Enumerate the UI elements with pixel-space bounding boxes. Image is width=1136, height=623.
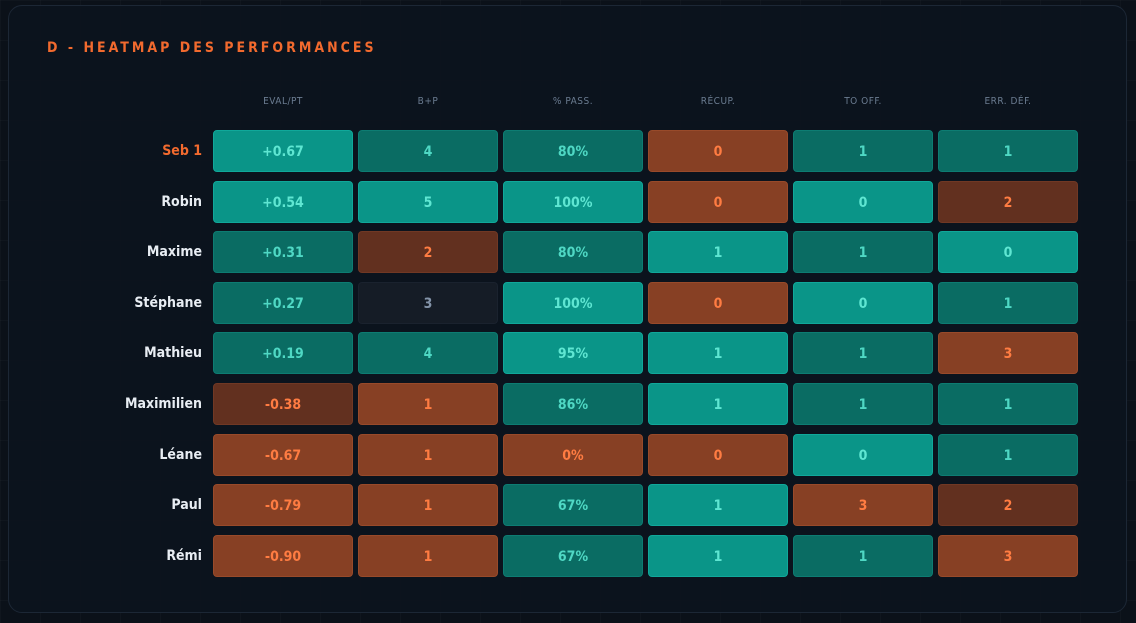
- heatmap-cell-maxime-pass: 80%: [503, 231, 643, 273]
- column-header-b-p: B+P: [417, 96, 439, 107]
- heatmap-cell-robin-b-p: 5: [358, 181, 498, 223]
- row-label-stephane: Stéphane: [134, 295, 202, 311]
- heatmap-cell-leane-recup: 0: [648, 434, 788, 476]
- row-label-maxime: Maxime: [146, 244, 202, 260]
- heatmap-cell-maximilien-b-p: 1: [358, 383, 498, 425]
- panel-title: D - HEATMAP DES PERFORMANCES: [47, 40, 377, 56]
- heatmap-cell-robin-pass: 100%: [503, 181, 643, 223]
- heatmap-cell-stephane-err-def: 1: [938, 282, 1078, 324]
- row-label-robin: Robin: [161, 194, 202, 210]
- heatmap-cell-remi-to-off: 1: [793, 535, 933, 577]
- heatmap-cell-leane-eval-pt: -0.67: [213, 434, 353, 476]
- heatmap-cell-stephane-pass: 100%: [503, 282, 643, 324]
- heatmap-cell-seb-1-pass: 80%: [503, 130, 643, 172]
- heatmap-cell-robin-err-def: 2: [938, 181, 1078, 223]
- heatmap-cell-robin-eval-pt: +0.54: [213, 181, 353, 223]
- column-header-err-def: ERR. DÉF.: [984, 96, 1032, 107]
- heatmap-cell-maxime-eval-pt: +0.31: [213, 231, 353, 273]
- heatmap-cell-stephane-b-p: 3: [358, 282, 498, 324]
- row-label-paul: Paul: [171, 497, 202, 513]
- heatmap-cell-leane-pass: 0%: [503, 434, 643, 476]
- column-header-pass: % PASS.: [552, 96, 594, 107]
- heatmap-cell-mathieu-err-def: 3: [938, 332, 1078, 374]
- heatmap-cell-remi-pass: 67%: [503, 535, 643, 577]
- column-header-recup: RÉCUP.: [700, 96, 736, 107]
- heatmap-cell-mathieu-to-off: 1: [793, 332, 933, 374]
- heatmap-cell-paul-b-p: 1: [358, 484, 498, 526]
- heatmap-cell-maximilien-err-def: 1: [938, 383, 1078, 425]
- heatmap-cell-paul-pass: 67%: [503, 484, 643, 526]
- heatmap-cell-maxime-b-p: 2: [358, 231, 498, 273]
- heatmap-cell-seb-1-eval-pt: +0.67: [213, 130, 353, 172]
- heatmap-cell-maxime-to-off: 1: [793, 231, 933, 273]
- heatmap-cell-remi-recup: 1: [648, 535, 788, 577]
- column-header-to-off: TO OFF.: [844, 96, 882, 107]
- heatmap-cell-maximilien-eval-pt: -0.38: [213, 383, 353, 425]
- heatmap-cell-paul-recup: 1: [648, 484, 788, 526]
- heatmap-cell-seb-1-to-off: 1: [793, 130, 933, 172]
- heatmap-cell-remi-eval-pt: -0.90: [213, 535, 353, 577]
- heatmap-cell-stephane-eval-pt: +0.27: [213, 282, 353, 324]
- heatmap-cell-paul-err-def: 2: [938, 484, 1078, 526]
- heatmap-cell-maximilien-recup: 1: [648, 383, 788, 425]
- heatmap-cell-paul-to-off: 3: [793, 484, 933, 526]
- heatmap-cell-mathieu-recup: 1: [648, 332, 788, 374]
- column-header-eval-pt: EVAL/PT: [263, 96, 303, 107]
- heatmap-cell-seb-1-err-def: 1: [938, 130, 1078, 172]
- heatmap-cell-robin-recup: 0: [648, 181, 788, 223]
- heatmap-cell-maxime-err-def: 0: [938, 231, 1078, 273]
- row-label-leane: Léane: [159, 447, 202, 463]
- heatmap-cell-paul-eval-pt: -0.79: [213, 484, 353, 526]
- heatmap-cell-remi-b-p: 1: [358, 535, 498, 577]
- row-label-remi: Rémi: [166, 548, 202, 564]
- heatmap-cell-remi-err-def: 3: [938, 535, 1078, 577]
- heatmap-cell-maximilien-to-off: 1: [793, 383, 933, 425]
- heatmap-cell-leane-err-def: 1: [938, 434, 1078, 476]
- heatmap-cell-leane-b-p: 1: [358, 434, 498, 476]
- heatmap-cell-stephane-recup: 0: [648, 282, 788, 324]
- heatmap-cell-maxime-recup: 1: [648, 231, 788, 273]
- heatmap-cell-maximilien-pass: 86%: [503, 383, 643, 425]
- heatmap-cell-mathieu-pass: 95%: [503, 332, 643, 374]
- heatmap-cell-stephane-to-off: 0: [793, 282, 933, 324]
- heatmap-cell-robin-to-off: 0: [793, 181, 933, 223]
- heatmap-cell-leane-to-off: 0: [793, 434, 933, 476]
- heatmap-cell-mathieu-eval-pt: +0.19: [213, 332, 353, 374]
- heatmap-panel: D - HEATMAP DES PERFORMANCES EVAL/PT B+P%…: [8, 5, 1127, 613]
- row-label-seb-1: Seb 1: [162, 143, 202, 159]
- heatmap-cell-mathieu-b-p: 4: [358, 332, 498, 374]
- heatmap-cell-seb-1-recup: 0: [648, 130, 788, 172]
- row-label-maximilien: Maximilien: [124, 396, 202, 412]
- heatmap-cell-seb-1-b-p: 4: [358, 130, 498, 172]
- row-label-mathieu: Mathieu: [144, 345, 202, 361]
